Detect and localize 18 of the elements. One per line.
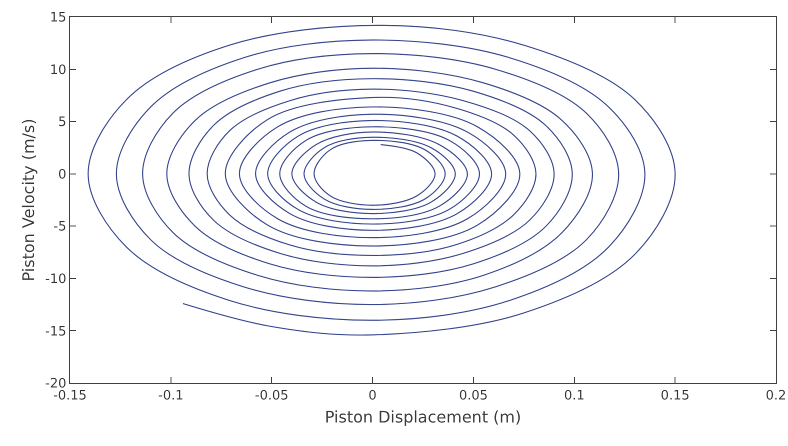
x-tick-label: -0.15 xyxy=(53,388,87,404)
y-tick-label: 5 xyxy=(58,115,66,130)
line-series xyxy=(88,24,676,336)
x-tick-label: -0.05 xyxy=(254,388,289,404)
y-tick-label: 15 xyxy=(50,10,66,26)
y-tick-label: -10 xyxy=(45,272,66,287)
y-tick-label: 10 xyxy=(50,62,66,78)
x-tick-label: 0.15 xyxy=(660,388,690,404)
y-tick-label: 0 xyxy=(58,167,66,182)
y-tick-label: -5 xyxy=(53,220,66,235)
x-tick-label: -0.1 xyxy=(158,388,184,404)
x-tick-label: 0.05 xyxy=(458,388,488,404)
x-tick-label: 0.1 xyxy=(564,388,585,404)
x-tick-label: 0.2 xyxy=(766,388,786,404)
y-axis-title: Piston Velocity (m/s) xyxy=(19,118,38,282)
x-tick-label: 0 xyxy=(368,388,377,404)
x-axis-title: Piston Displacement (m) xyxy=(324,407,522,426)
y-tick-label: -15 xyxy=(45,324,66,340)
